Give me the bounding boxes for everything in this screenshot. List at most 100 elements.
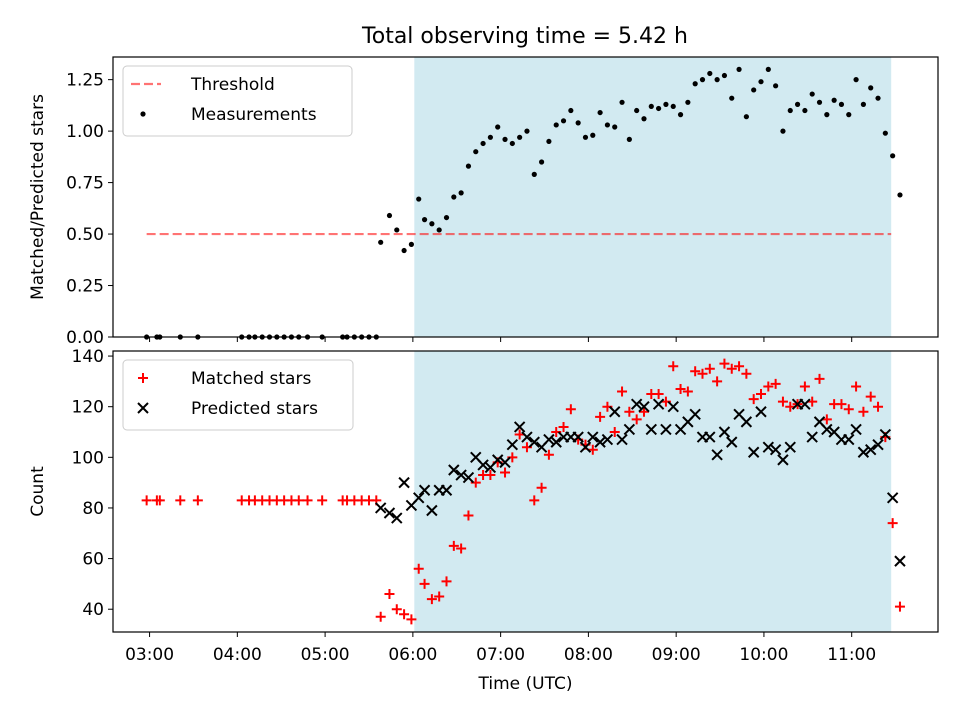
matched-stars-point — [734, 361, 745, 372]
predicted-stars-point — [747, 446, 760, 458]
measurement-point — [882, 130, 888, 136]
predicted-stars-point — [630, 398, 643, 410]
legend-measurement-swatch — [140, 111, 146, 117]
measurement-point — [685, 99, 691, 105]
predicted-stars-point — [572, 431, 584, 443]
measurement-point — [421, 217, 428, 223]
predicted-stars-point — [426, 504, 438, 517]
predicted-stars-point — [550, 436, 562, 448]
x-axis-label: Time (UTC) — [478, 674, 573, 694]
matched-stars-point — [631, 414, 642, 425]
matched-stars-point — [192, 495, 203, 506]
measurement-point — [429, 221, 435, 227]
matched-stars-point — [873, 401, 884, 412]
matched-stars-point — [748, 394, 759, 405]
predicted-stars-point — [506, 438, 519, 451]
predicted-stars-point — [462, 471, 475, 484]
x-tick-label: 09:00 — [652, 645, 701, 665]
matched-stars-point — [675, 383, 686, 394]
measurement-point — [729, 95, 735, 101]
measurement-point — [502, 136, 508, 142]
predicted-stars-point — [762, 441, 775, 453]
measurement-point — [509, 140, 515, 147]
predicted-stars-point — [689, 408, 701, 420]
x-tick-label: 10:00 — [739, 645, 788, 665]
measurement-point — [531, 171, 537, 177]
y-tick-label: 0.50 — [66, 225, 104, 245]
y-tick-label: 60 — [82, 550, 104, 570]
y-axis-label: Count — [28, 466, 48, 517]
axes-frame — [112, 56, 939, 338]
predicted-stars-point — [850, 423, 862, 436]
measurement-point — [780, 128, 786, 134]
predicted-stars-point — [660, 423, 672, 436]
predicted-stars-point — [769, 444, 782, 456]
predicted-stars-point — [806, 431, 818, 443]
axes-frame — [112, 350, 939, 633]
matched-stars-point — [704, 363, 715, 374]
matched-stars-point — [894, 601, 905, 612]
matched-stars-point — [456, 543, 467, 554]
measurement-point — [590, 132, 596, 138]
measurement-point — [641, 116, 647, 122]
y-tick-label: 80 — [82, 499, 104, 519]
measurement-point — [634, 107, 640, 114]
measurement-point — [897, 192, 903, 198]
measurement-point — [802, 107, 808, 114]
predicted-stars-point — [645, 423, 658, 436]
predicted-stars-point — [821, 423, 833, 436]
matched-stars-point — [399, 609, 410, 620]
predicted-stars-point — [638, 400, 650, 413]
measurement-point — [612, 124, 618, 130]
predicted-stars-point — [543, 433, 555, 446]
legend: Matched stars Predicted stars — [122, 359, 354, 431]
legend-box — [122, 65, 353, 137]
matched-stars-point — [426, 594, 437, 605]
predicted-stars-point — [623, 423, 636, 436]
measurement-point — [809, 91, 815, 97]
matched-stars-point — [565, 404, 576, 415]
predicted-stars-point — [587, 431, 599, 443]
predicted-stars-point — [726, 436, 738, 448]
predicted-stars-point — [886, 492, 899, 504]
predicted-stars-point — [755, 406, 767, 418]
matched-stars-point — [317, 495, 328, 506]
predicted-stars-point — [521, 431, 533, 443]
y-tick-label: 0.25 — [66, 277, 104, 297]
matched-stars-point — [799, 381, 810, 392]
measurement-point — [560, 118, 567, 124]
measurement-point — [458, 190, 464, 196]
matched-stars-point — [419, 578, 430, 589]
measurement-point — [619, 99, 625, 105]
predicted-stars-point — [418, 484, 431, 496]
predicted-stars-point — [513, 421, 526, 433]
x-tick-label: 07:00 — [476, 645, 525, 665]
matched-stars-point — [434, 591, 445, 602]
matched-stars-point — [865, 391, 876, 402]
matched-stars-point — [807, 396, 818, 407]
measurement-point — [846, 112, 852, 118]
matched-stars-point — [756, 389, 767, 400]
matched-stars-point — [609, 427, 620, 438]
legend-label: Threshold — [190, 75, 275, 95]
measurement-point — [787, 107, 793, 114]
predicted-stars-point — [448, 464, 460, 476]
predicted-stars-point — [711, 449, 723, 461]
matched-stars-point — [514, 429, 525, 440]
matched-stars-point — [814, 373, 825, 384]
y-tick-label: 40 — [82, 600, 104, 620]
predicted-stars-point — [865, 444, 877, 456]
measurement-point — [714, 77, 720, 83]
measurement-point — [386, 212, 393, 219]
predicted-stars-point — [799, 398, 811, 410]
measurement-point — [860, 101, 866, 107]
matched-stars-point — [851, 381, 862, 392]
measurement-point — [416, 196, 422, 202]
matched-stars-point — [741, 368, 752, 379]
measurement-point — [487, 134, 493, 140]
matched-stars-point — [777, 396, 788, 407]
predicted-stars-point — [718, 426, 731, 438]
measurement-point — [773, 83, 779, 89]
predicted-stars-point — [499, 456, 511, 469]
predicted-stars-point — [740, 416, 753, 428]
